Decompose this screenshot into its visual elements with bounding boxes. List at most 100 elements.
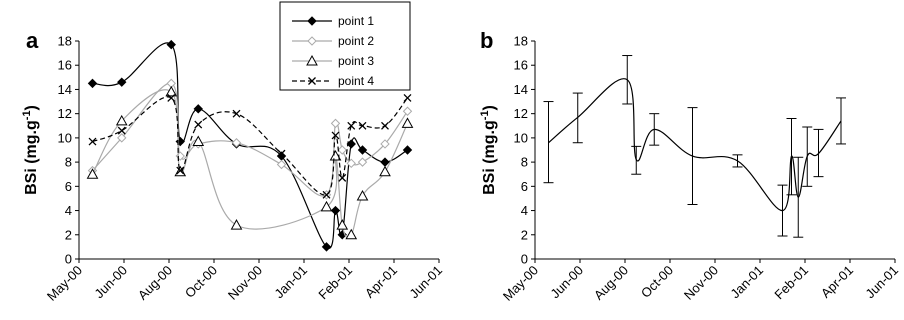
chart-b-ytick-label: 12 (514, 106, 528, 121)
chart-a-series-2-point (337, 145, 347, 155)
chart-a-series-3-point (336, 219, 349, 230)
chart-b-ylabel: BSi (mg.g-1) (479, 105, 498, 195)
chart-a-series-2-point (117, 133, 127, 143)
chart-b-xtick-label: Jun-00 (547, 263, 586, 302)
legend-label-1: point 1 (338, 14, 374, 28)
chart-a-series-2-point (346, 158, 356, 169)
chart-a-series-3-point (192, 135, 205, 147)
chart-a-series-3-point (329, 150, 342, 161)
chart-a-series-2-point (357, 157, 368, 167)
chart-a-series-1-point (193, 104, 203, 114)
chart-a-series (86, 39, 414, 252)
chart-b-xtick-label: Jun-01 (862, 263, 901, 302)
chart-a-series-3-point (379, 165, 391, 177)
chart-a-series-1-point (380, 157, 390, 167)
chart-b: b 0 2 4 6 8 10 12 14 16 18 May-00 Jun-00 Aug-00 Oct-… (479, 28, 901, 304)
chart-a-series-2-point (380, 139, 390, 149)
chart-a-xtick-label: Apr-01 (362, 263, 400, 301)
chart-a-series-3-point (345, 228, 358, 240)
chart-a-series-3-point (320, 200, 333, 212)
chart-a-xtick-label: Aug-00 (135, 263, 175, 303)
chart-a-series-4-point (88, 137, 97, 146)
chart-a-series-1-point (330, 205, 341, 216)
chart-a-series-2-point (231, 138, 242, 148)
chart-a-series-4-point (331, 131, 340, 140)
chart-a-ylabel: BSi (mg.g-1) (21, 105, 40, 195)
chart-a-series-3-point (356, 189, 369, 201)
chart-a-series-1-line (92, 42, 408, 249)
legend-marker-3 (306, 54, 318, 66)
chart-a-xtick-label: Feb-01 (315, 263, 355, 303)
chart-b-ytick-label: 16 (514, 58, 528, 73)
chart-a-series-1-point (357, 145, 368, 155)
chart-a-ytick-label: 0 (65, 252, 72, 267)
chart-a-legend: point 1 point 2 point 3 point 4 (279, 1, 411, 91)
legend-marker-4 (308, 77, 316, 85)
chart-b-xtick-label: Nov-00 (681, 263, 721, 303)
chart-a-series-4-point (176, 166, 185, 175)
chart-a-ytick-label: 18 (58, 34, 72, 49)
chart-a-ytick-label: 2 (65, 227, 72, 242)
chart-b-series (543, 55, 846, 238)
chart-b-ytick-label: 6 (521, 179, 528, 194)
chart-a-series-4-line (92, 96, 408, 196)
chart-a: a 0 2 4 6 8 10 12 14 16 18 May-00 Jun-00 Aug-00 Oct-… (21, 1, 445, 304)
chart-a-xaxis: May-00 Jun-00 Aug-00 Oct-00 Nov-00 Jan-01 Feb-… (44, 258, 445, 304)
chart-a-series-4-point (403, 93, 412, 102)
chart-b-ytick-label: 10 (514, 130, 528, 145)
chart-b-xtick-label: Oct-00 (638, 263, 676, 301)
chart-a-series-4-point (117, 126, 126, 135)
chart-a-series-4-point (322, 190, 331, 199)
legend-marker-1 (307, 16, 317, 26)
chart-a-series-3-point (230, 219, 243, 230)
chart-a-series-4-point (358, 121, 367, 130)
chart-b-ytick-label: 14 (514, 82, 528, 97)
chart-a-ytick-label: 4 (65, 203, 72, 218)
chart-a-ytick-label: 8 (65, 155, 72, 170)
chart-a-series-3-point (165, 85, 178, 97)
legend-label-2: point 2 (338, 34, 374, 48)
chart-b-ytick-label: 18 (514, 34, 528, 49)
chart-b-xtick-label: Apr-01 (818, 263, 856, 301)
chart-a-ytick-label: 6 (65, 179, 72, 194)
chart-b-yaxis: 0 2 4 6 8 10 12 14 16 18 (514, 34, 536, 267)
chart-a-series-3-point (401, 117, 414, 128)
chart-a-xtick-label: Jan-01 (271, 263, 310, 302)
panel-label-a: a (26, 28, 39, 53)
chart-a-series-4-point (338, 173, 347, 182)
chart-a-series-3-point (115, 114, 128, 126)
chart-a-series-4-point (277, 149, 286, 158)
chart-b-ytick-label: 0 (521, 252, 528, 267)
chart-b-xtick-label: Feb-01 (771, 263, 811, 303)
chart-b-xtick-label: Aug-00 (591, 263, 631, 303)
chart-a-series-1-point (166, 39, 176, 50)
chart-a-ytick-label: 16 (58, 58, 72, 73)
chart-b-xtick-label: May-00 (500, 263, 541, 304)
chart-a-xtick-label: Jun-00 (91, 263, 130, 302)
chart-a-xtick-label: May-00 (44, 263, 85, 304)
chart-a-ytick-label: 14 (58, 82, 72, 97)
chart-a-series-2-point (276, 159, 287, 170)
chart-b-xaxis: May-00 Jun-00 Aug-00 Oct-00 Nov-00 Jan-01 Feb-… (500, 258, 901, 304)
chart-a-series-2-point (402, 106, 413, 116)
legend-label-4: point 4 (338, 74, 374, 88)
chart-b-ytick-label: 8 (521, 155, 528, 170)
chart-a-ytick-label: 10 (58, 130, 72, 145)
chart-a-series-1-point (87, 78, 98, 89)
legend-marker-2 (307, 36, 317, 46)
chart-a-series-4-point (381, 121, 389, 130)
chart-b-xtick-label: Jan-01 (727, 263, 766, 302)
chart-a-series-1-point (402, 145, 413, 155)
chart-a-series-2-point (330, 118, 341, 129)
chart-a-xtick-label: Jun-01 (406, 263, 445, 302)
chart-a-series-1-point (117, 77, 127, 87)
chart-b-ytick-label: 4 (521, 203, 528, 218)
chart-b-ytick-label: 2 (521, 227, 528, 242)
chart-a-series-4-point (194, 120, 203, 129)
chart-a-series-3-point (86, 168, 99, 179)
chart-a-series-4-point (347, 121, 356, 130)
legend-box (279, 1, 411, 91)
legend-label-3: point 3 (338, 54, 374, 68)
chart-a-yaxis: 0 2 4 6 8 10 12 14 16 18 (58, 34, 80, 267)
